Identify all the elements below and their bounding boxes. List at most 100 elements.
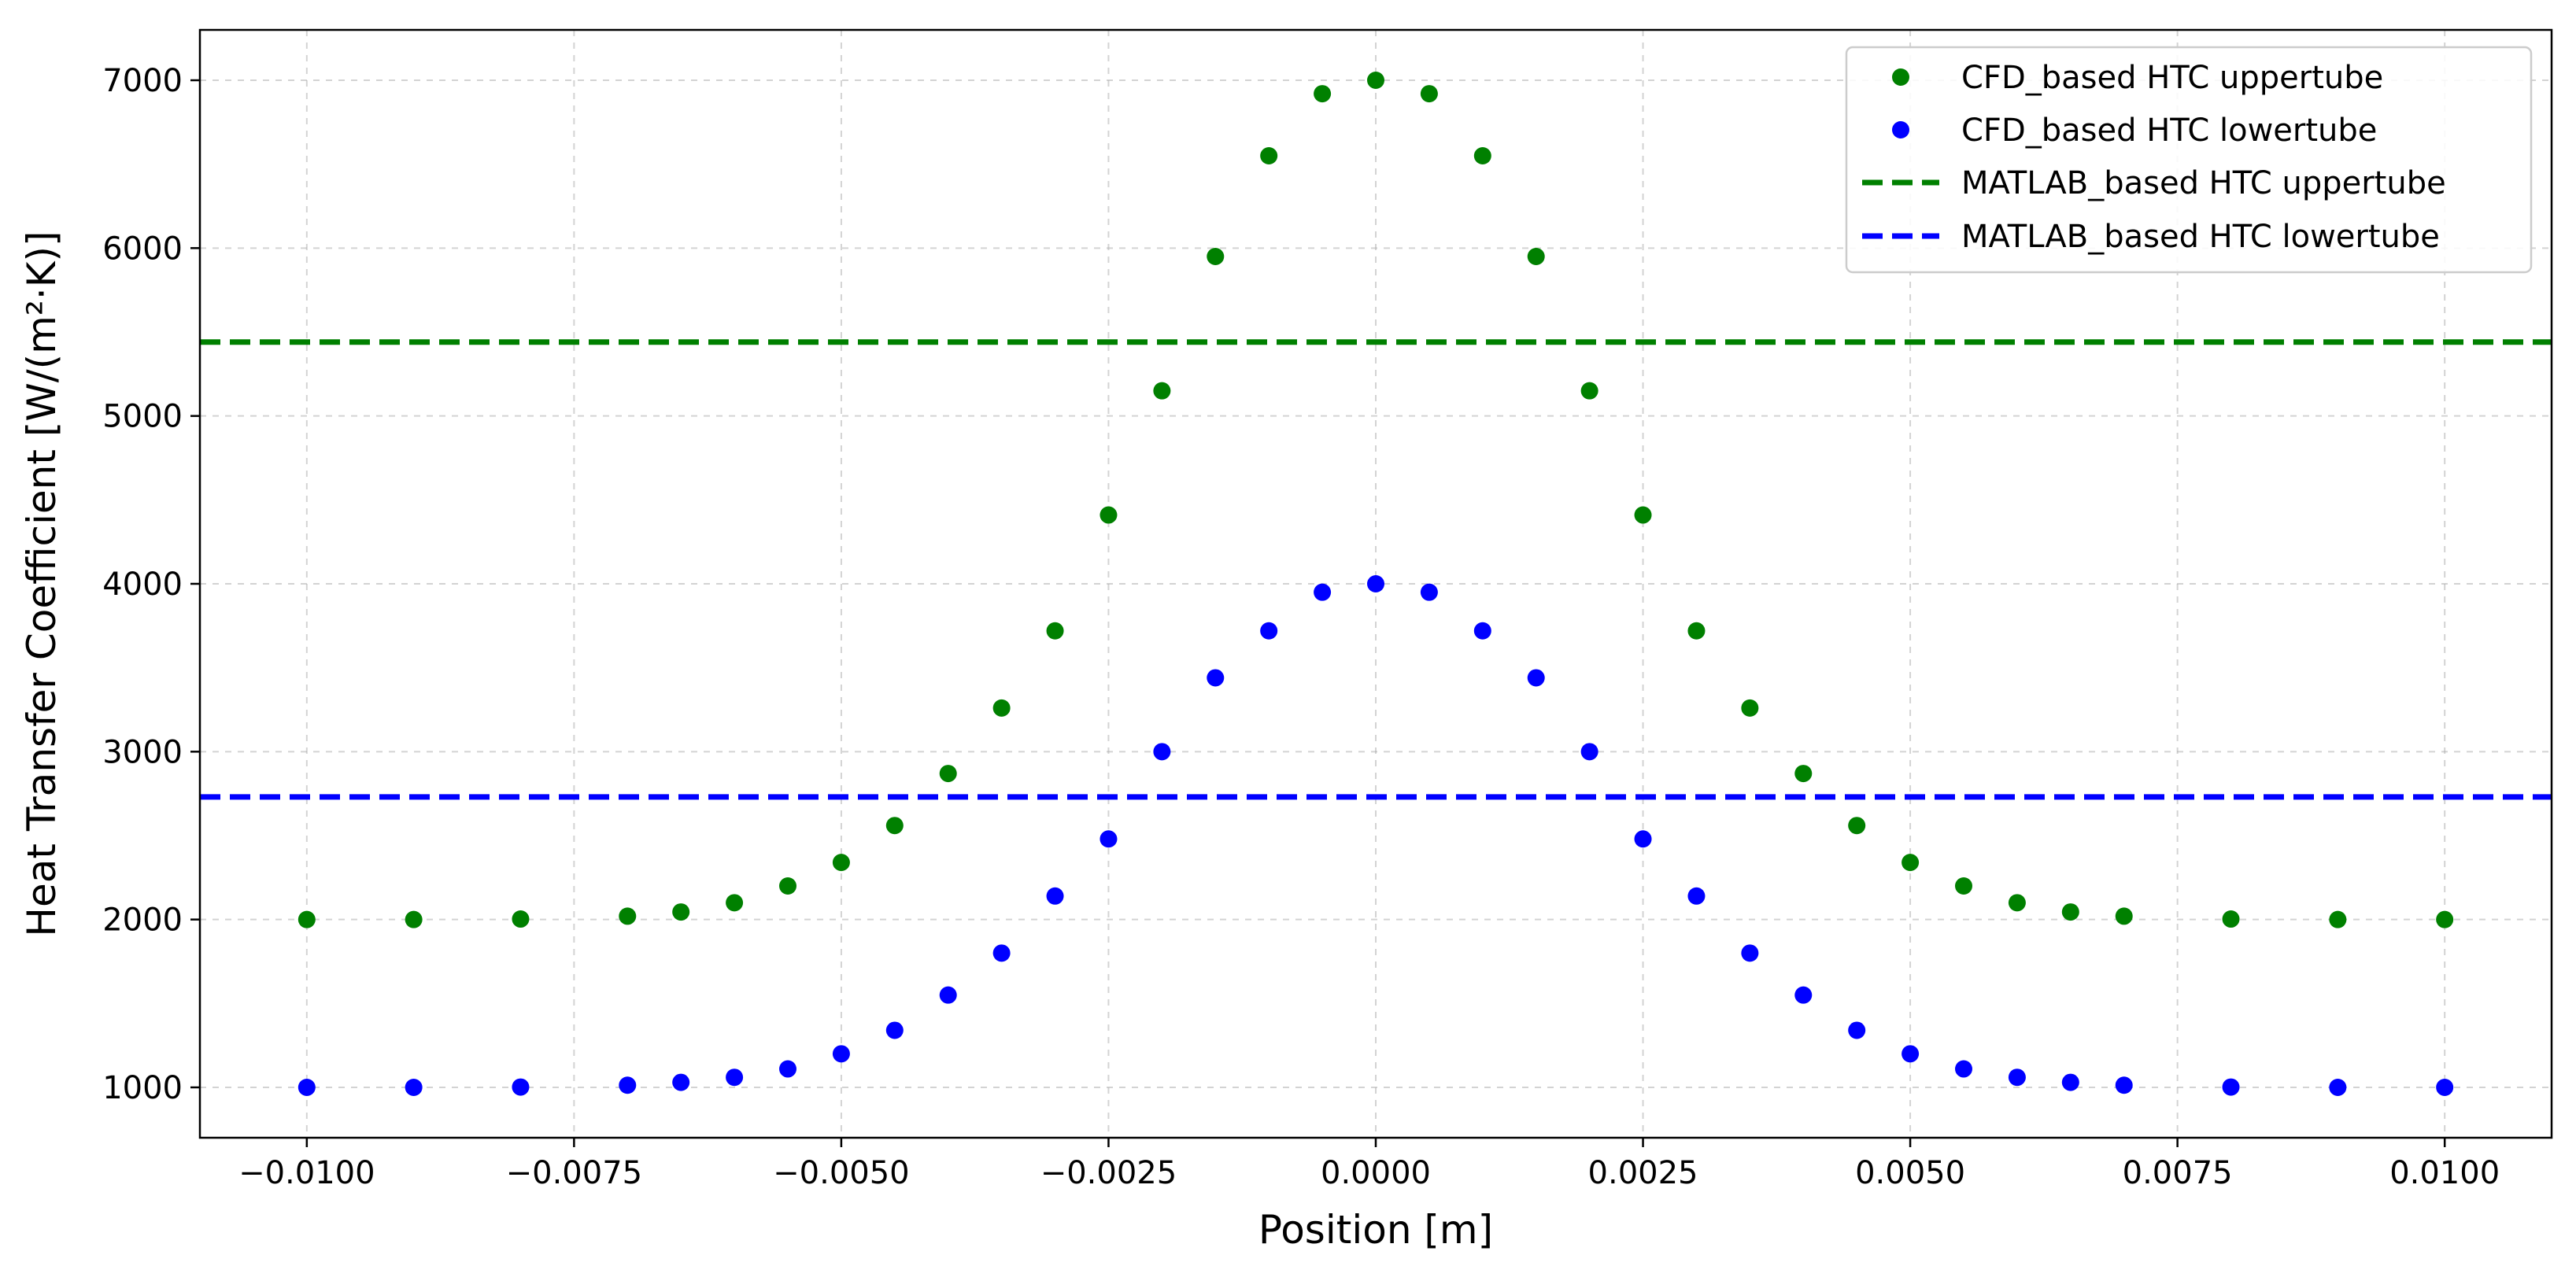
x-tick-label-5: 0.0025 [1588, 1155, 1698, 1191]
legend-box [1845, 46, 2533, 274]
data-point-s0-33 [2329, 910, 2347, 928]
data-point-s1-29 [2008, 1068, 2026, 1087]
y-tick-label-1: 2000 [102, 902, 183, 939]
legend-label-3: MATLAB_based HTC lowertube [1961, 219, 2440, 255]
data-point-s1-5 [726, 1068, 744, 1087]
data-point-s0-9 [939, 765, 957, 783]
legend-label-2: MATLAB_based HTC uppertube [1961, 165, 2446, 201]
data-point-s1-3 [619, 1076, 637, 1094]
data-point-s0-25 [1794, 765, 1813, 783]
data-point-s1-20 [1527, 669, 1545, 687]
data-point-s0-28 [1955, 877, 1972, 895]
data-point-s1-8 [885, 1021, 904, 1039]
x-tick-label-3: −0.0025 [1040, 1155, 1177, 1191]
data-point-s1-31 [2115, 1076, 2133, 1094]
data-point-s0-20 [1527, 248, 1545, 265]
data-point-s0-2 [512, 910, 530, 928]
x-tick-label-6: 0.0050 [1855, 1155, 1965, 1191]
data-point-s1-12 [1100, 830, 1118, 848]
data-point-s1-17 [1367, 575, 1384, 592]
data-point-s1-34 [2436, 1079, 2454, 1096]
data-point-s0-13 [1153, 382, 1171, 400]
data-point-s1-19 [1473, 622, 1491, 640]
data-point-s1-15 [1260, 622, 1278, 640]
data-point-s1-9 [939, 986, 957, 1004]
y-tick-label-5: 6000 [102, 231, 183, 267]
y-axis-title: Heat Transfer Coefficient [W/(m²·K)] [19, 231, 65, 936]
legend-marker-0 [1892, 68, 1909, 86]
data-point-s1-22 [1634, 830, 1652, 848]
data-point-s1-6 [779, 1060, 796, 1078]
data-point-s1-18 [1420, 583, 1438, 601]
y-tick-label-0: 1000 [102, 1070, 183, 1106]
legend-label-0: CFD_based HTC uppertube [1961, 60, 2383, 96]
legend: CFD_based HTC uppertube CFD_based HTC low… [1845, 46, 2533, 274]
data-point-s0-23 [1687, 622, 1706, 640]
data-point-s1-21 [1580, 743, 1598, 761]
x-axis-title: Position [m] [1258, 1207, 1493, 1253]
data-point-s1-4 [672, 1073, 690, 1091]
data-point-s1-33 [2329, 1079, 2347, 1096]
data-point-s0-16 [1314, 85, 1332, 103]
y-tick-label-2: 3000 [102, 734, 183, 770]
legend-label-1: CFD_based HTC lowertube [1961, 113, 2377, 149]
data-point-s1-23 [1687, 887, 1706, 905]
data-point-s0-6 [779, 877, 796, 895]
legend-marker-1 [1892, 121, 1909, 138]
data-point-s0-7 [832, 854, 850, 872]
data-point-s1-14 [1207, 669, 1225, 687]
data-point-s0-1 [405, 910, 423, 928]
y-tick-label-4: 5000 [102, 399, 183, 435]
x-tick-label-1: −0.0075 [506, 1155, 642, 1191]
data-point-s0-22 [1634, 506, 1652, 524]
data-point-s1-28 [1955, 1060, 1972, 1078]
data-point-s0-11 [1046, 622, 1064, 640]
data-point-s1-16 [1314, 583, 1332, 601]
data-point-s0-19 [1473, 147, 1491, 164]
data-point-s0-5 [726, 894, 744, 912]
data-point-s0-17 [1367, 72, 1384, 89]
data-point-s0-24 [1741, 699, 1759, 717]
x-tick-label-2: −0.0050 [773, 1155, 909, 1191]
y-tick-label-3: 4000 [102, 567, 183, 603]
x-tick-label-4: 0.0000 [1321, 1155, 1431, 1191]
data-point-s0-14 [1207, 248, 1225, 265]
x-tick-label-7: 0.0075 [2123, 1155, 2233, 1191]
x-tick-label-0: −0.0100 [238, 1155, 375, 1191]
data-point-s1-0 [298, 1079, 316, 1096]
data-point-s0-32 [2222, 910, 2240, 928]
data-point-s1-26 [1848, 1021, 1866, 1039]
data-point-s0-10 [992, 699, 1011, 717]
x-tick-label-8: 0.0100 [2389, 1155, 2500, 1191]
data-point-s0-27 [1902, 854, 1920, 872]
data-point-s1-30 [2061, 1073, 2079, 1091]
data-point-s1-2 [512, 1078, 530, 1096]
data-point-s1-11 [1046, 887, 1064, 905]
data-point-s1-10 [992, 944, 1011, 962]
data-point-s1-32 [2222, 1078, 2240, 1096]
data-point-s1-1 [405, 1079, 423, 1096]
data-point-s0-8 [885, 817, 904, 835]
y-axis-ticks: 1000 2000 3000 4000 5000 6000 7000 [102, 63, 200, 1106]
y-tick-label-6: 7000 [102, 63, 183, 99]
data-point-s0-30 [2061, 903, 2079, 921]
data-point-s1-7 [832, 1045, 850, 1063]
data-point-s0-0 [298, 910, 316, 928]
data-point-s1-13 [1153, 743, 1171, 761]
data-point-s0-29 [2008, 894, 2026, 912]
x-axis-ticks: −0.0100 −0.0075 −0.0050 −0.0025 0.0000 0.0025… [238, 1138, 2500, 1191]
data-point-s0-12 [1100, 506, 1118, 524]
data-point-s0-26 [1848, 817, 1866, 835]
data-point-s0-3 [619, 907, 637, 925]
data-point-s1-25 [1794, 986, 1813, 1004]
data-point-s0-21 [1580, 382, 1598, 400]
reference-lines [200, 339, 2552, 800]
data-points [298, 72, 2454, 1096]
data-point-s0-15 [1260, 147, 1278, 164]
data-point-s0-18 [1420, 85, 1438, 103]
data-point-s1-24 [1741, 944, 1759, 962]
data-point-s1-27 [1902, 1045, 1920, 1063]
data-point-s0-34 [2436, 910, 2454, 928]
data-point-s0-4 [672, 903, 690, 921]
